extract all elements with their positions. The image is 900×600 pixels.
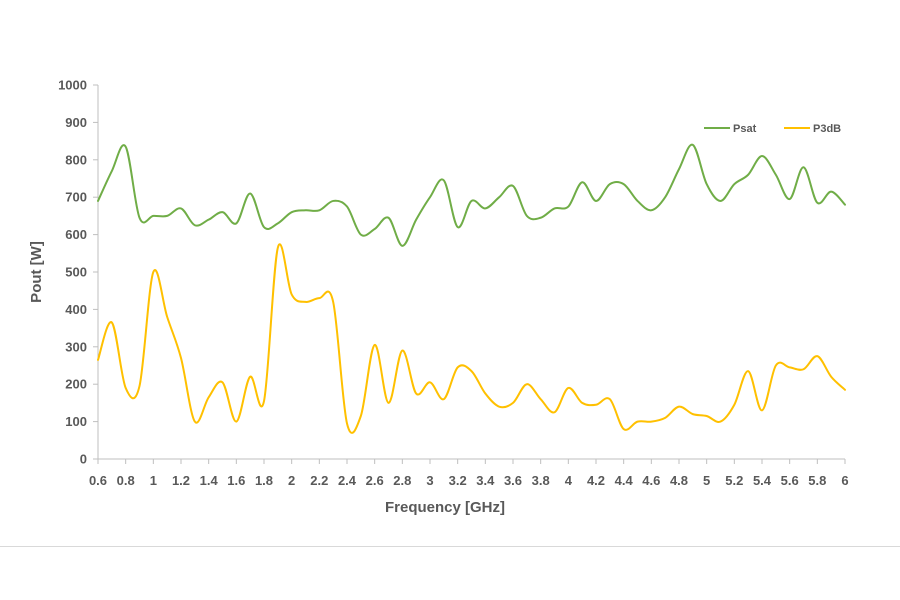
x-tick-label: 0.8: [117, 473, 135, 488]
y-tick-label: 500: [65, 265, 87, 280]
y-tick-label: 600: [65, 227, 87, 242]
line-chart: 0 100 200 300 400 500 600 700 800 900 1000 0.6 0.8 1…: [28, 78, 849, 517]
x-tick-labels: 0.6 0.8 1 1.2 1.4 1.6 1.8 2 2.2 2.4 2.6 2.8 3 3.2 3.4 3…: [89, 459, 849, 488]
x-tick-label: 4.4: [615, 473, 634, 488]
x-tick-label: 2.8: [393, 473, 411, 488]
y-tick-label: 100: [65, 414, 87, 429]
x-tick-label: 4.8: [670, 473, 688, 488]
x-tick-label: 4.2: [587, 473, 605, 488]
x-tick-label: 1.8: [255, 473, 273, 488]
x-tick-label: 3.4: [476, 473, 495, 488]
x-axis: 0.6 0.8 1 1.2 1.4 1.6 1.8 2 2.2 2.4 2.6 2.8 3 3.2 3.4 3…: [89, 458, 849, 488]
x-tick-label: 3.8: [532, 473, 550, 488]
y-axis: 0 100 200 300 400 500 600 700 800 900 1000: [58, 78, 99, 467]
x-tick-label: 3: [426, 473, 433, 488]
y-axis-title: Pout [W]: [28, 241, 45, 303]
x-tick-label: 0.6: [89, 473, 107, 488]
x-tick-label: 2.6: [366, 473, 384, 488]
x-tick-label: 2: [288, 473, 295, 488]
x-axis-title: Frequency [GHz]: [385, 499, 505, 516]
series-line-psat: [97, 143, 846, 247]
y-tick-label: 0: [80, 452, 87, 467]
series-layer: [97, 143, 846, 434]
x-tick-label: 5.4: [753, 473, 772, 488]
y-tick-label: 800: [65, 152, 87, 167]
x-tick-label: 2.4: [338, 473, 357, 488]
y-tick-label: 900: [65, 115, 87, 130]
x-tick-label: 1.4: [200, 473, 219, 488]
x-tick-label: 5: [703, 473, 710, 488]
x-tick-label: 1: [150, 473, 157, 488]
legend: Psat P3dB: [704, 123, 841, 135]
x-tick-label: 2.2: [310, 473, 328, 488]
legend-label-p3db: P3dB: [813, 123, 841, 135]
x-tick-label: 4: [565, 473, 573, 488]
x-tick-label: 4.6: [642, 473, 660, 488]
y-tick-label: 700: [65, 190, 87, 205]
y-tick-label: 300: [65, 339, 87, 354]
y-tick-labels: 0 100 200 300 400 500 600 700 800 900 1000: [58, 78, 98, 467]
x-tick-label: 5.2: [725, 473, 743, 488]
y-tick-label: 200: [65, 377, 87, 392]
x-tick-label: 6: [841, 473, 848, 488]
x-tick-label: 3.2: [449, 473, 467, 488]
divider: [0, 546, 900, 547]
y-tick-label: 400: [65, 302, 87, 317]
x-tick-label: 1.2: [172, 473, 190, 488]
x-tick-label: 1.6: [227, 473, 245, 488]
x-tick-label: 5.6: [781, 473, 799, 488]
legend-label-psat: Psat: [733, 123, 757, 135]
series-line-p3db: [97, 243, 846, 434]
y-tick-label: 1000: [58, 78, 87, 93]
x-tick-label: 3.6: [504, 473, 522, 488]
x-tick-label: 5.8: [808, 473, 826, 488]
